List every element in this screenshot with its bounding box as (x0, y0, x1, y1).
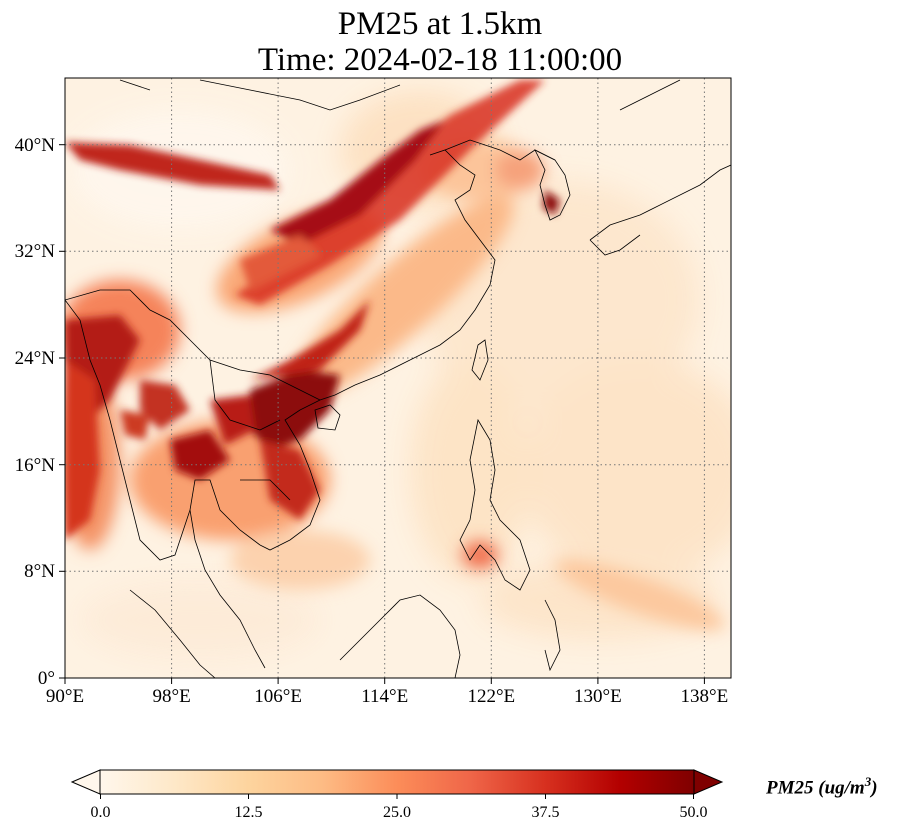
coastlines (65, 79, 731, 678)
lat-tick-label: 24°N (15, 348, 56, 369)
colorbar-tick-label: 25.0 (383, 804, 411, 821)
lat-tick-label: 40°N (15, 135, 56, 156)
colorbar: 0.0 12.5 25.0 37.5 50.0 (70, 769, 724, 821)
colorbar-tick-label: 12.5 (235, 804, 263, 821)
lat-tick-label: 0° (38, 668, 55, 689)
colorbar-label-close: ) (871, 777, 878, 799)
colorbar-tick-label: 37.5 (532, 804, 560, 821)
lon-tick-label: 138°E (681, 686, 729, 707)
pm25-field (65, 78, 731, 678)
lon-tick-label: 106°E (254, 686, 302, 707)
colorbar-label-superscript: 3 (864, 774, 872, 789)
colorbar-tick-label: 50.0 (680, 804, 708, 821)
lat-tick-label: 32°N (15, 241, 56, 262)
lat-tick-label: 16°N (15, 455, 56, 476)
lon-tick-label: 90°E (46, 686, 84, 707)
lon-tick-label: 130°E (574, 686, 622, 707)
lon-tick-label: 98°E (152, 686, 190, 707)
axis-ticks (59, 144, 705, 684)
map-title-line1: PM25 at 1.5km (337, 6, 543, 42)
colorbar-label: PM25 (ug/m3) (766, 774, 878, 799)
lon-tick-label: 114°E (361, 686, 408, 707)
map-frame (64, 77, 732, 679)
map-gridlines (65, 78, 731, 678)
colorbar-tick-label: 0.0 (91, 804, 111, 821)
lat-tick-label: 8°N (24, 561, 55, 582)
lon-tick-label: 122°E (467, 686, 515, 707)
colorbar-label-text: PM25 (ug/m (766, 777, 865, 799)
map-title-line2: Time: 2024-02-18 11:00:00 (257, 42, 623, 78)
